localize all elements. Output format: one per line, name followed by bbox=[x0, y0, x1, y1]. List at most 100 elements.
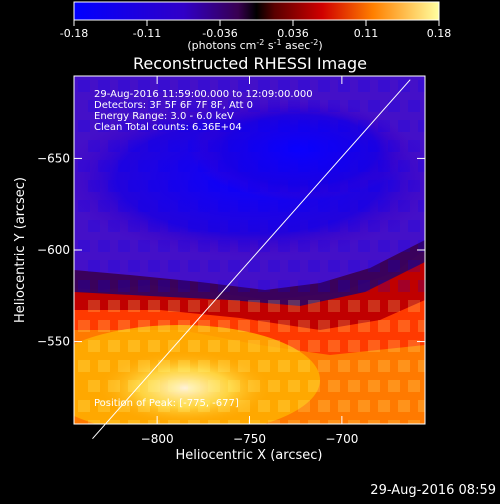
texture-cell bbox=[78, 80, 90, 92]
texture-cell bbox=[228, 180, 240, 192]
colorbar-tick-label: -0.11 bbox=[133, 27, 161, 40]
texture-cell bbox=[178, 360, 190, 372]
texture-cell bbox=[108, 100, 120, 112]
texture-cell bbox=[188, 140, 200, 152]
texture-cell bbox=[78, 160, 90, 172]
texture-cell bbox=[348, 260, 360, 272]
texture-cell bbox=[78, 400, 90, 412]
texture-cell bbox=[228, 300, 240, 312]
texture-cell bbox=[278, 160, 290, 172]
texture-cell bbox=[248, 180, 260, 192]
texture-cell bbox=[308, 220, 320, 232]
peak-position-label: Position of Peak: [-775, -677] bbox=[94, 398, 239, 409]
texture-cell bbox=[328, 100, 340, 112]
texture-cell bbox=[258, 320, 270, 332]
texture-cell bbox=[88, 260, 100, 272]
texture-cell bbox=[388, 420, 400, 424]
texture-cell bbox=[418, 400, 425, 412]
texture-cell bbox=[108, 180, 120, 192]
texture-cell bbox=[278, 240, 290, 252]
texture-cell bbox=[418, 200, 425, 212]
texture-cell bbox=[298, 80, 310, 92]
texture-cell bbox=[198, 400, 210, 412]
texture-cell bbox=[98, 160, 110, 172]
texture-cell bbox=[108, 260, 120, 272]
texture-cell bbox=[278, 360, 290, 372]
texture-cell bbox=[238, 280, 250, 292]
texture-cell bbox=[428, 100, 440, 112]
texture-cell bbox=[358, 280, 370, 292]
texture-cell bbox=[338, 360, 350, 372]
texture-cell bbox=[348, 420, 360, 424]
texture-cell bbox=[418, 280, 425, 292]
texture-cell bbox=[428, 340, 440, 352]
annotation-time-range: 29-Aug-2016 11:59:00.000 to 12:09:00.000 bbox=[94, 89, 313, 100]
texture-cell bbox=[328, 140, 340, 152]
texture-cell bbox=[158, 240, 170, 252]
colorbar-tick-label: 0.11 bbox=[354, 27, 379, 40]
texture-cell bbox=[398, 160, 410, 172]
x-tick-label: −750 bbox=[233, 432, 266, 446]
texture-cell bbox=[348, 180, 360, 192]
texture-cell bbox=[408, 300, 420, 312]
texture-cell bbox=[308, 140, 320, 152]
annotation-energy-range: Energy Range: 3.0 - 6.0 keV bbox=[94, 111, 234, 122]
texture-cell bbox=[238, 400, 250, 412]
texture-cell bbox=[288, 140, 300, 152]
texture-cell bbox=[308, 180, 320, 192]
texture-cell bbox=[368, 100, 380, 112]
y-axis-ticks: −550 −600 −650 bbox=[37, 151, 425, 349]
texture-cell bbox=[98, 240, 110, 252]
texture-cell bbox=[148, 420, 160, 424]
texture-cell bbox=[88, 420, 100, 424]
texture-cell bbox=[268, 300, 280, 312]
texture-cell bbox=[318, 120, 330, 132]
texture-cell bbox=[408, 100, 420, 112]
texture-cell bbox=[98, 360, 110, 372]
texture-cell bbox=[418, 80, 425, 92]
colorbar-unit-label: (photons cm-2 s-1 asec-2) bbox=[187, 38, 322, 52]
texture-cell bbox=[168, 420, 180, 424]
texture-cell bbox=[88, 100, 100, 112]
texture-cell bbox=[248, 140, 260, 152]
texture-cell bbox=[78, 200, 90, 212]
texture-cell bbox=[298, 160, 310, 172]
texture-cell bbox=[378, 400, 390, 412]
texture-cell bbox=[248, 380, 260, 392]
texture-cell bbox=[218, 200, 230, 212]
texture-cell bbox=[388, 180, 400, 192]
texture-cell bbox=[188, 420, 200, 424]
texture-cell bbox=[158, 360, 170, 372]
texture-cell bbox=[358, 120, 370, 132]
texture-cell bbox=[368, 300, 380, 312]
texture-cell bbox=[288, 100, 300, 112]
y-tick-label: −650 bbox=[37, 151, 70, 165]
texture-cell bbox=[428, 420, 440, 432]
texture-cell bbox=[308, 100, 320, 112]
texture-cell bbox=[148, 140, 160, 152]
texture-cell bbox=[408, 260, 420, 272]
texture-cell bbox=[288, 260, 300, 272]
texture-cell bbox=[288, 180, 300, 192]
annotation-detectors: Detectors: 3F 5F 6F 7F 8F, Att 0 bbox=[94, 100, 253, 111]
texture-cell bbox=[278, 200, 290, 212]
texture-cell bbox=[208, 100, 220, 112]
texture-cell bbox=[138, 80, 150, 92]
texture-cell bbox=[138, 160, 150, 172]
texture-cell bbox=[268, 380, 280, 392]
texture-cell bbox=[208, 300, 220, 312]
texture-cell bbox=[148, 340, 160, 352]
texture-cell bbox=[88, 220, 100, 232]
texture-cell bbox=[328, 380, 340, 392]
texture-cell bbox=[358, 400, 370, 412]
texture-cell bbox=[418, 320, 425, 332]
texture-cell bbox=[118, 360, 130, 372]
texture-cell bbox=[398, 120, 410, 132]
texture-cell bbox=[118, 80, 130, 92]
texture-cell bbox=[338, 320, 350, 332]
texture-cell bbox=[158, 400, 170, 412]
texture-cell bbox=[318, 280, 330, 292]
texture-cell bbox=[368, 420, 380, 424]
x-axis-ticks: −800 −750 −700 bbox=[141, 76, 358, 446]
texture-cell bbox=[338, 280, 350, 292]
